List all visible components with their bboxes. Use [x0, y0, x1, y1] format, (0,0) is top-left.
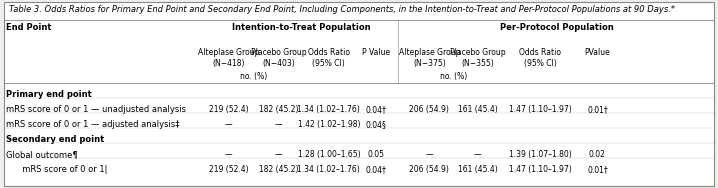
Text: Odds Ratio
(95% CI): Odds Ratio (95% CI): [308, 48, 350, 68]
Text: —: —: [474, 150, 481, 159]
Text: 161 (45.4): 161 (45.4): [457, 105, 498, 114]
Text: 1.28 (1.00–1.65): 1.28 (1.00–1.65): [297, 150, 360, 159]
Text: 0.02: 0.02: [589, 150, 606, 159]
FancyBboxPatch shape: [4, 2, 714, 186]
Text: 1.34 (1.02–1.76): 1.34 (1.02–1.76): [297, 165, 360, 174]
Text: Alteplase Group
(N−375): Alteplase Group (N−375): [398, 48, 460, 68]
Text: End Point: End Point: [6, 24, 51, 33]
Text: no. (%): no. (%): [440, 72, 467, 81]
Text: Global outcome¶: Global outcome¶: [6, 150, 78, 159]
Text: 161 (45.4): 161 (45.4): [457, 165, 498, 174]
Text: 0.04†: 0.04†: [365, 165, 387, 174]
Text: mRS score of 0 or 1 — unadjusted analysis: mRS score of 0 or 1 — unadjusted analysi…: [6, 105, 186, 114]
Text: Intention-to-Treat Population: Intention-to-Treat Population: [232, 24, 371, 33]
Text: 219 (52.4): 219 (52.4): [208, 165, 248, 174]
Text: 1.47 (1.10–1.97): 1.47 (1.10–1.97): [508, 105, 572, 114]
Text: —: —: [225, 120, 232, 129]
Text: Per-Protocol Population: Per-Protocol Population: [500, 24, 613, 33]
Text: —: —: [225, 150, 232, 159]
Text: 0.05: 0.05: [368, 150, 385, 159]
Text: Placebo Group
(N−403): Placebo Group (N−403): [251, 48, 307, 68]
Text: Table 3. Odds Ratios for Primary End Point and Secondary End Point, Including Co: Table 3. Odds Ratios for Primary End Poi…: [9, 5, 675, 14]
Text: 0.04§: 0.04§: [365, 120, 387, 129]
Text: 0.01†: 0.01†: [587, 105, 607, 114]
Text: 182 (45.2): 182 (45.2): [258, 165, 299, 174]
Text: P Value: P Value: [362, 48, 391, 57]
Text: Alteplase Group
(N−418): Alteplase Group (N−418): [197, 48, 259, 68]
Text: —: —: [426, 150, 433, 159]
Text: Odds Ratio
(95% CI): Odds Ratio (95% CI): [519, 48, 561, 68]
Text: 206 (54.9): 206 (54.9): [409, 165, 449, 174]
Text: 0.04†: 0.04†: [365, 105, 387, 114]
Text: Primary end point: Primary end point: [6, 90, 91, 99]
Text: —: —: [275, 150, 282, 159]
Text: mRS score of 0 or 1 — adjusted analysis‡: mRS score of 0 or 1 — adjusted analysis‡: [6, 120, 180, 129]
Text: —: —: [275, 120, 282, 129]
Text: 1.34 (1.02–1.76): 1.34 (1.02–1.76): [297, 105, 360, 114]
Text: Placebo Group
(N−355): Placebo Group (N−355): [449, 48, 505, 68]
Text: 219 (52.4): 219 (52.4): [208, 105, 248, 114]
Text: 206 (54.9): 206 (54.9): [409, 105, 449, 114]
Text: 1.47 (1.10–1.97): 1.47 (1.10–1.97): [508, 165, 572, 174]
Text: 182 (45.2): 182 (45.2): [258, 105, 299, 114]
Text: 0.01†: 0.01†: [587, 165, 607, 174]
Text: no. (%): no. (%): [240, 72, 267, 81]
Text: 1.42 (1.02–1.98): 1.42 (1.02–1.98): [297, 120, 360, 129]
Text: mRS score of 0 or 1|: mRS score of 0 or 1|: [17, 165, 107, 174]
Text: 1.39 (1.07–1.80): 1.39 (1.07–1.80): [508, 150, 572, 159]
Text: PValue: PValue: [584, 48, 610, 57]
Text: Secondary end point: Secondary end point: [6, 135, 104, 144]
